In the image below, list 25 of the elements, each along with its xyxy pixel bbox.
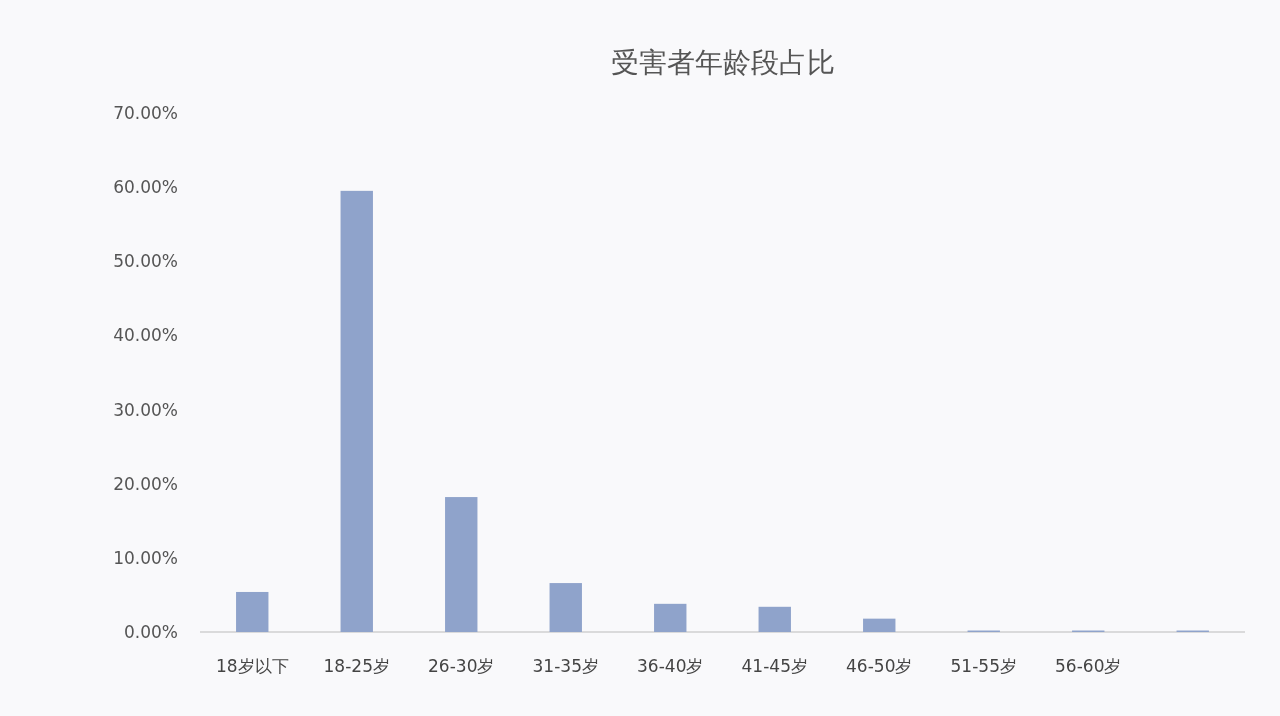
x-tick-label: 46-50岁 — [846, 656, 913, 676]
bar — [549, 583, 582, 632]
chart-title: 受害者年龄段占比 — [610, 46, 835, 79]
x-tick-label: 18-25岁 — [323, 656, 390, 676]
x-tick-label: 36-40岁 — [637, 656, 704, 676]
bar — [654, 603, 687, 632]
x-tick-label: 26-30岁 — [428, 656, 495, 676]
y-tick-label: 30.00% — [113, 399, 178, 420]
bar — [758, 606, 791, 632]
y-tick-label: 70.00% — [113, 103, 178, 123]
bar — [340, 190, 373, 632]
y-tick-label: 10.00% — [113, 547, 178, 568]
x-tick-label: 18岁以下 — [215, 656, 289, 676]
bar — [236, 591, 269, 632]
x-tick-label: 56-60岁 — [1055, 656, 1122, 676]
x-tick-label: 51-55岁 — [950, 656, 1017, 676]
bar — [445, 497, 478, 632]
y-tick-label: 60.00% — [113, 177, 178, 198]
x-tick-label: 41-45岁 — [741, 656, 808, 676]
y-tick-label: 50.00% — [113, 251, 178, 272]
y-tick-label: 40.00% — [113, 325, 178, 346]
bar — [863, 618, 896, 632]
x-tick-label: 31-35岁 — [532, 656, 599, 676]
y-tick-label: 20.00% — [113, 473, 178, 494]
y-tick-label: 0.00% — [123, 622, 178, 642]
